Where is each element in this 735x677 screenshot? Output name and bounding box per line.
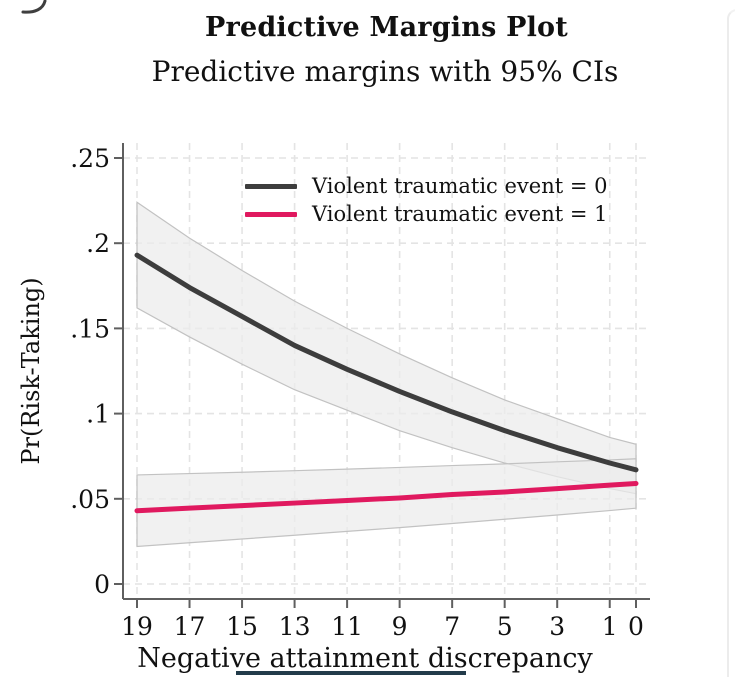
clipped-corner-mark	[21, 0, 47, 14]
x-tick-label: 19	[121, 612, 153, 641]
chart-title: Predictive Margins Plot	[205, 12, 568, 43]
y-tick-label: .1	[86, 400, 110, 429]
legend-label: Violent traumatic event = 0	[312, 174, 608, 198]
x-tick-label: 17	[174, 612, 206, 641]
adjacent-panel-edge	[727, 9, 735, 677]
x-tick-label: 11	[331, 612, 363, 641]
background-window-bar	[236, 671, 466, 675]
legend-entry: Violent traumatic event = 1	[245, 200, 607, 228]
chart-subtitle: Predictive margins with 95% CIs	[151, 55, 619, 88]
x-tick-label: 1	[602, 612, 618, 641]
series-line-0	[134, 252, 639, 473]
x-tick-label: 5	[497, 612, 513, 641]
legend-swatch-icon	[245, 183, 297, 189]
x-tick-label: 15	[226, 612, 258, 641]
clipped-glyph-stroke	[21, 0, 47, 14]
x-tick-label: 9	[392, 612, 408, 641]
legend-entry: Violent traumatic event = 0	[245, 172, 607, 200]
y-tick-label: .25	[70, 144, 110, 173]
y-tick-label: .2	[86, 229, 110, 258]
x-axis-label: Negative attainment discrepancy	[137, 643, 593, 674]
y-tick-label: .05	[70, 485, 110, 514]
y-tick-label: 0	[94, 570, 110, 599]
x-tick-label: 7	[444, 612, 460, 641]
confidence-band-1	[136, 458, 637, 548]
y-tick-label: .15	[70, 314, 110, 343]
series-line-1	[134, 480, 639, 514]
x-tick-label: 13	[279, 612, 311, 641]
x-tick-label: 3	[549, 612, 565, 641]
legend: Violent traumatic event = 0 Violent traum…	[245, 172, 607, 228]
x-tick-label: 0	[628, 612, 644, 641]
legend-label: Violent traumatic event = 1	[312, 202, 608, 226]
legend-swatch-icon	[245, 211, 297, 217]
